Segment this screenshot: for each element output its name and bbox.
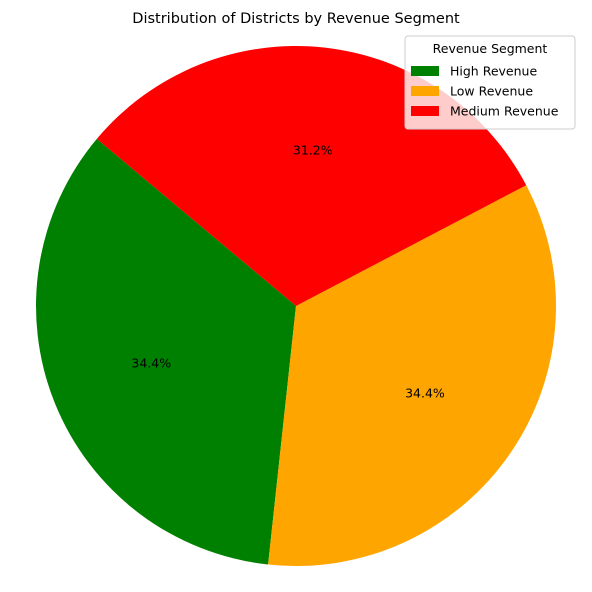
pie-slice-value-label: 34.4%: [131, 356, 171, 371]
pie-slice-value-label: 31.2%: [293, 142, 333, 157]
legend-label: Low Revenue: [450, 84, 533, 99]
legend-swatch: [411, 66, 439, 76]
pie-slice-labels: 34.4% 34.4% 31.2%: [131, 142, 445, 400]
pie-slice-high-revenue: [36, 138, 296, 565]
legend-swatch: [411, 106, 439, 116]
legend-label: High Revenue: [450, 64, 537, 79]
legend: Revenue Segment High Revenue Low Revenue M…: [404, 35, 576, 130]
pie-slice-low-revenue: [268, 185, 556, 566]
legend-title: Revenue Segment: [433, 41, 548, 56]
pie-slice-value-label: 34.4%: [405, 385, 445, 400]
legend-swatch: [411, 86, 439, 96]
legend-frame: [404, 35, 576, 130]
legend-label: Medium Revenue: [450, 104, 559, 119]
chart-title: Distribution of Districts by Revenue Seg…: [132, 11, 460, 27]
